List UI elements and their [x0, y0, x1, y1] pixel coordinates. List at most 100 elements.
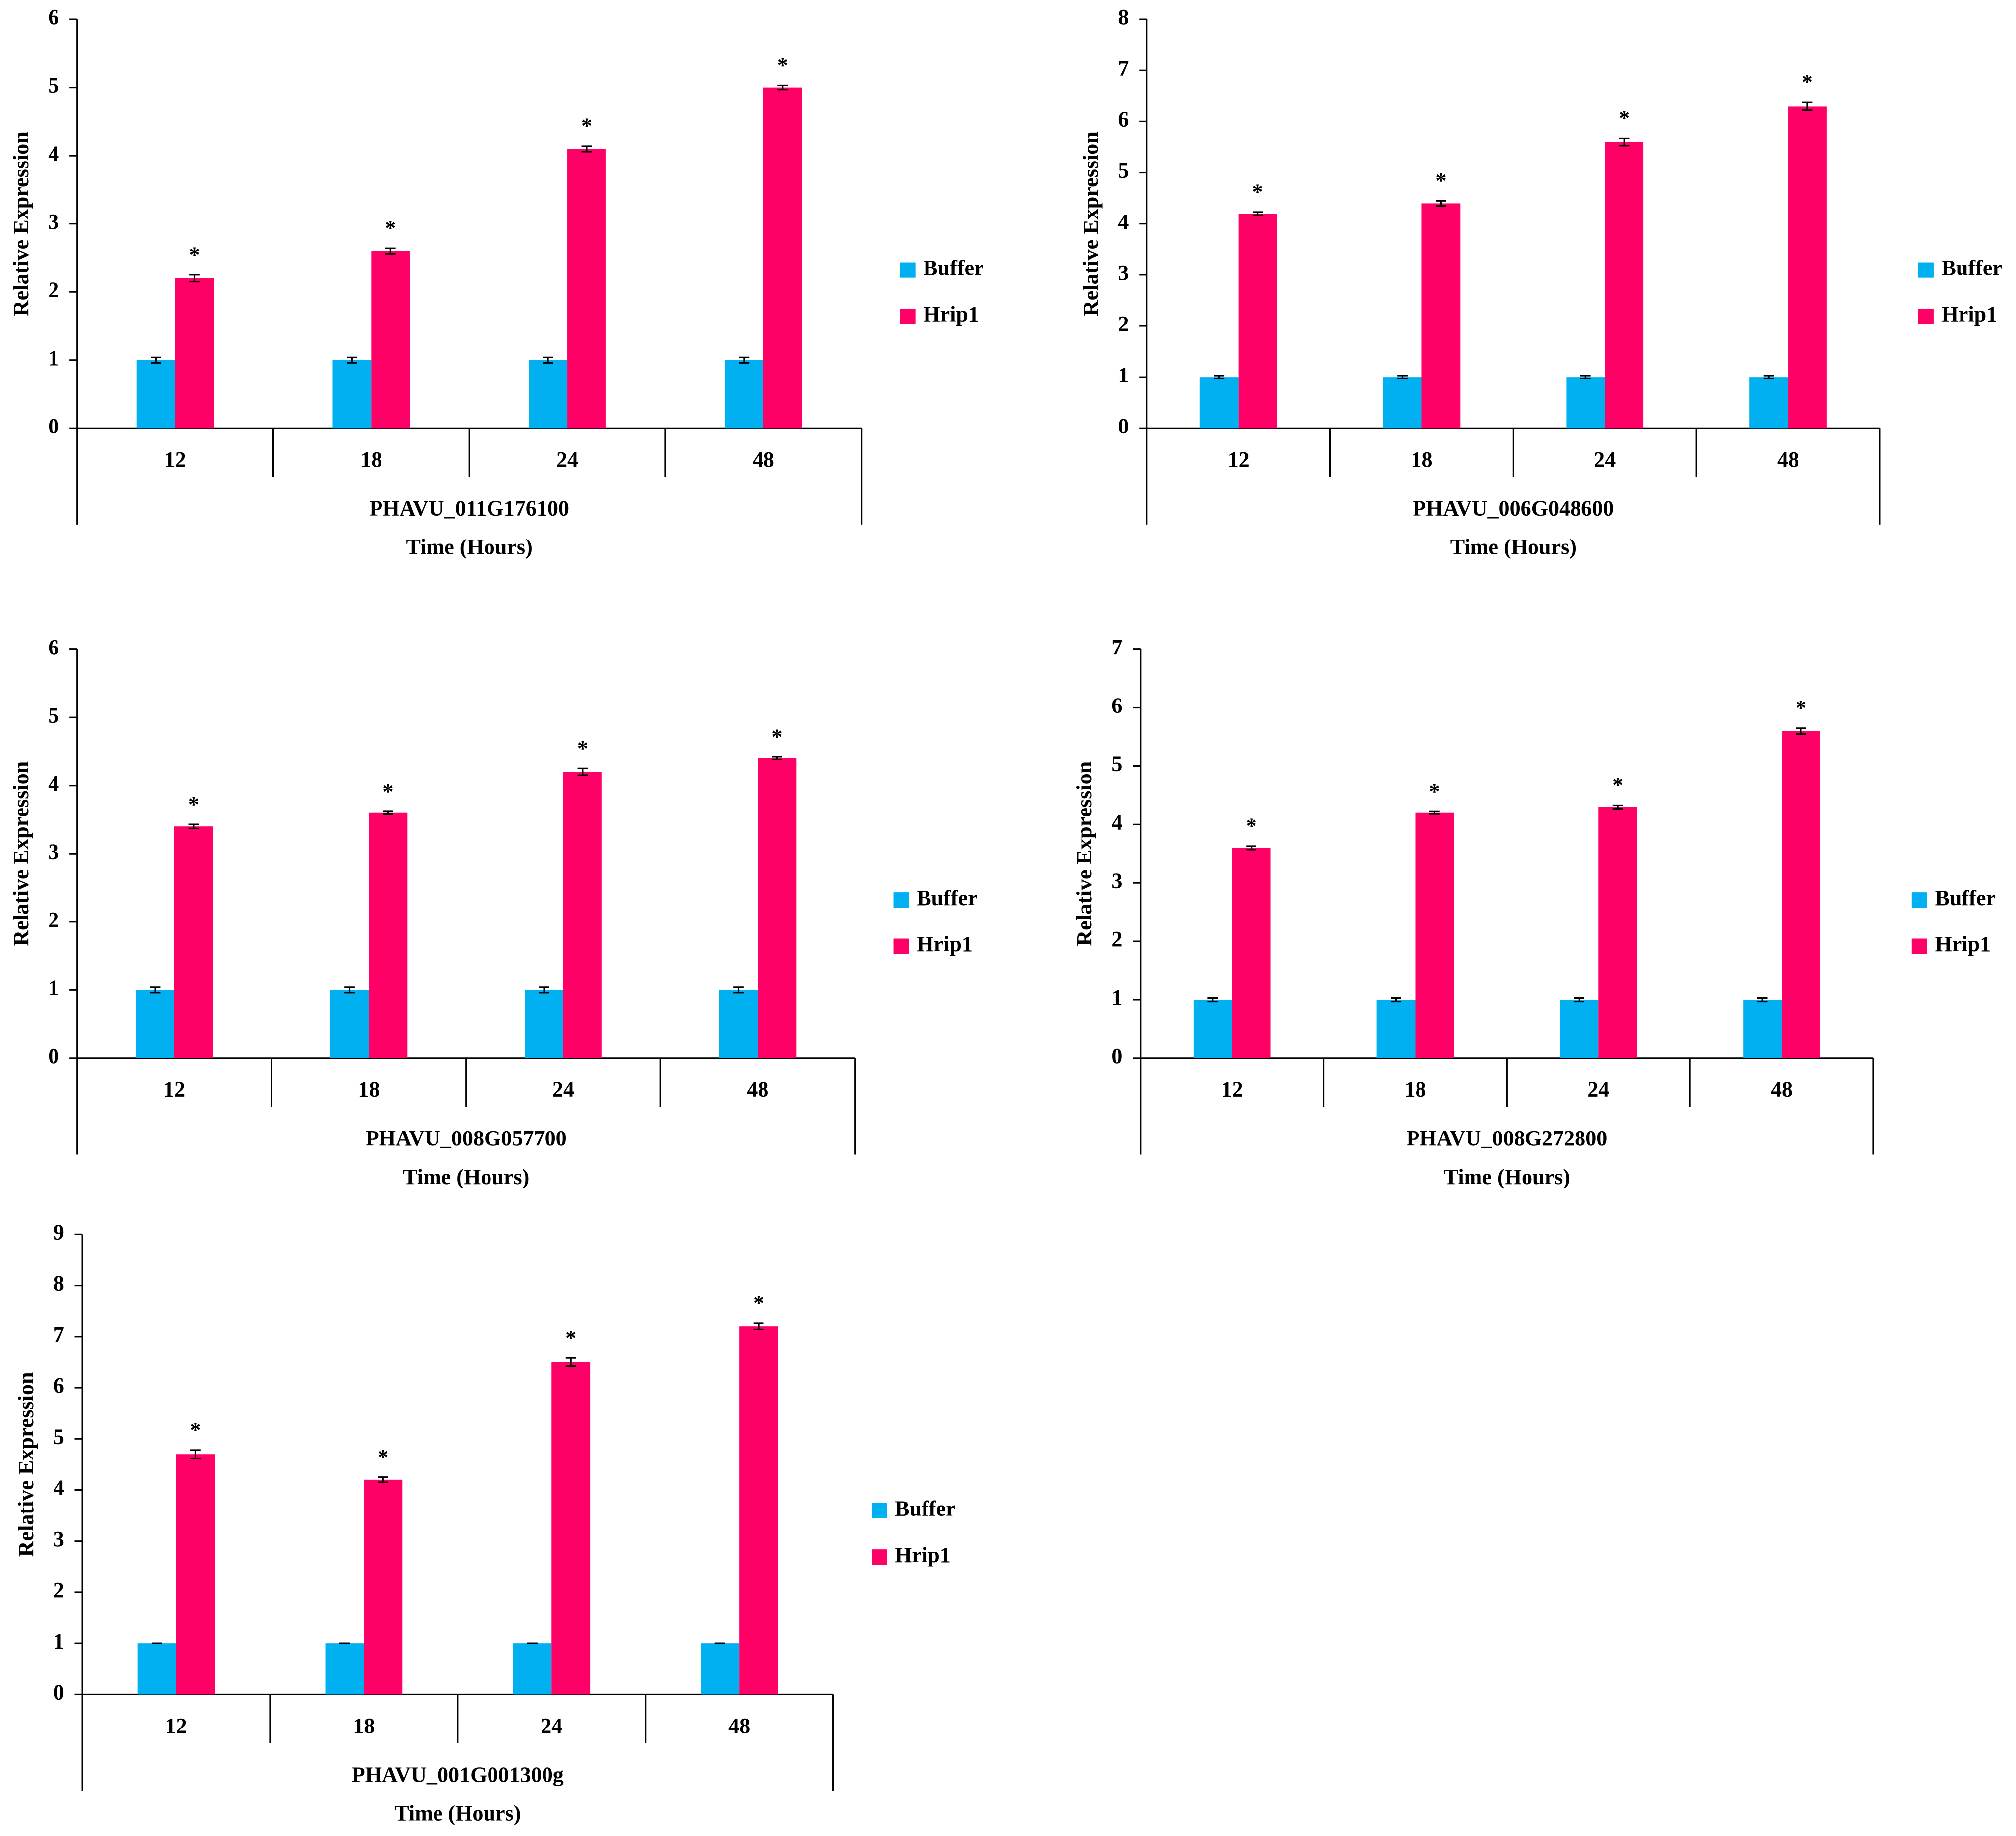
error-bar	[1435, 200, 1446, 207]
error-bar	[188, 823, 199, 829]
y-tick-label: 3	[48, 839, 59, 864]
error-bar	[577, 767, 588, 776]
y-tick-label: 3	[48, 210, 59, 234]
legend-swatch	[893, 938, 909, 954]
group-label: PHAVU_006G048600	[1413, 496, 1614, 521]
x-tick-label: 12	[1221, 1077, 1243, 1101]
x-axis-title: Time (Hours)	[406, 535, 533, 559]
error-bar	[1757, 997, 1768, 1003]
error-bar	[1802, 101, 1813, 111]
legend-label: Hrip1	[923, 302, 979, 326]
y-tick-label: 0	[54, 1680, 64, 1705]
y-tick-label: 2	[1111, 927, 1122, 951]
error-bar	[1574, 997, 1584, 1003]
legend-label: Buffer	[917, 886, 978, 910]
x-tick-label: 18	[358, 1077, 380, 1101]
y-tick-label: 2	[48, 277, 59, 302]
bar	[371, 251, 410, 429]
bar	[137, 1643, 176, 1695]
bar	[529, 360, 568, 429]
bar	[567, 149, 606, 429]
y-tick-label: 0	[48, 414, 59, 438]
x-axis-title: Time (Hours)	[394, 1801, 521, 1825]
error-bar	[1763, 375, 1774, 379]
error-bar	[1619, 137, 1630, 147]
bar	[1199, 377, 1239, 429]
bar	[1232, 848, 1271, 1058]
significance-mark: *	[1619, 106, 1630, 130]
bar	[175, 278, 214, 429]
legend-label: Hrip1	[917, 932, 973, 956]
x-tick-label: 24	[556, 447, 578, 472]
significance-mark: *	[1435, 168, 1446, 193]
x-tick-label: 48	[1777, 447, 1799, 472]
y-tick-label: 6	[54, 1373, 64, 1398]
x-tick-label: 48	[728, 1714, 750, 1738]
significance-mark: *	[777, 53, 788, 77]
significance-mark: *	[1253, 180, 1263, 204]
x-tick-label: 24	[541, 1714, 562, 1738]
legend-swatch	[872, 1549, 887, 1565]
y-axis-title: Relative Expression	[1072, 761, 1096, 946]
x-tick-label: 18	[360, 447, 382, 472]
error-bar	[347, 356, 357, 364]
bar	[563, 772, 602, 1058]
x-tick-label: 18	[1404, 1077, 1426, 1101]
error-bar	[739, 356, 750, 364]
y-tick-label: 6	[1118, 108, 1129, 132]
y-tick-label: 8	[54, 1271, 64, 1296]
error-bar	[1429, 810, 1440, 815]
error-bar	[1214, 375, 1225, 379]
legend-label: Hrip1	[1935, 932, 1991, 956]
y-tick-label: 1	[1118, 363, 1129, 387]
y-tick-label: 3	[1111, 868, 1122, 893]
bar	[551, 1362, 591, 1695]
x-tick-label: 12	[163, 1077, 185, 1101]
error-bar	[1391, 997, 1401, 1003]
error-bar	[189, 274, 200, 283]
significance-mark: *	[188, 792, 199, 816]
significance-mark: *	[1796, 696, 1806, 720]
error-bar	[1580, 375, 1591, 379]
legend-swatch	[900, 262, 916, 278]
y-tick-label: 9	[54, 1220, 64, 1244]
bar	[1383, 377, 1422, 429]
bar	[763, 87, 802, 429]
error-bar	[733, 986, 744, 994]
bar	[719, 990, 758, 1058]
legend-label: Buffer	[923, 256, 983, 280]
legend-swatch	[1918, 308, 1934, 324]
y-tick-label: 3	[54, 1527, 64, 1551]
bar	[1193, 999, 1232, 1058]
error-bar	[1207, 997, 1218, 1003]
significance-mark: *	[385, 216, 396, 240]
x-tick-label: 18	[1411, 447, 1432, 472]
legend-label: Hrip1	[1941, 302, 1997, 326]
y-tick-label: 5	[54, 1424, 64, 1449]
y-tick-label: 8	[1118, 5, 1129, 29]
error-bar	[543, 356, 553, 364]
legend-swatch	[893, 892, 909, 908]
bar	[758, 758, 797, 1058]
significance-mark: *	[378, 1445, 388, 1469]
y-tick-label: 1	[54, 1629, 64, 1653]
group-label: PHAVU_001G001300g	[352, 1763, 564, 1787]
bar	[1598, 807, 1637, 1058]
y-tick-label: 2	[54, 1578, 64, 1602]
error-bar	[777, 84, 788, 91]
y-tick-label: 1	[48, 346, 59, 370]
legend-swatch	[900, 308, 916, 324]
significance-mark: *	[771, 725, 782, 749]
y-axis-title: Relative Expression	[9, 761, 33, 946]
legend-swatch	[1911, 938, 1927, 954]
y-tick-label: 5	[1111, 752, 1122, 776]
error-bar	[382, 810, 393, 815]
bar	[136, 990, 174, 1058]
legend-label: Buffer	[1935, 886, 1996, 910]
x-tick-label: 24	[1587, 1077, 1609, 1101]
error-bar	[539, 986, 549, 994]
bar	[1238, 214, 1277, 429]
x-tick-label: 12	[165, 1714, 187, 1738]
legend-label: Buffer	[895, 1496, 956, 1520]
